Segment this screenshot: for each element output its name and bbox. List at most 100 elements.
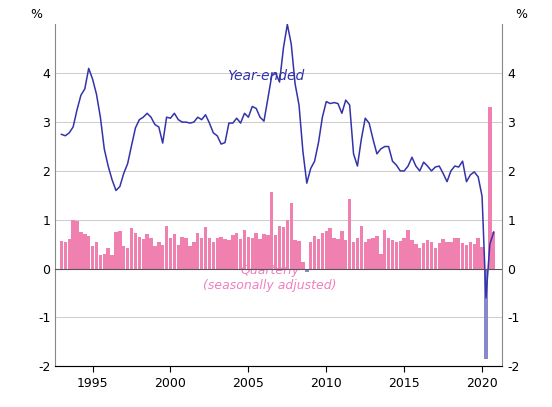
Bar xyxy=(254,234,258,269)
Bar xyxy=(340,230,343,269)
Bar xyxy=(449,242,453,269)
Bar xyxy=(215,238,219,269)
Bar xyxy=(368,239,371,269)
Bar xyxy=(469,242,472,269)
Bar xyxy=(325,231,328,269)
Bar xyxy=(270,192,273,269)
Bar xyxy=(247,237,250,269)
Bar xyxy=(476,239,480,269)
Bar xyxy=(352,242,355,269)
Bar xyxy=(262,234,266,269)
Bar xyxy=(243,230,246,269)
Bar xyxy=(118,230,121,269)
Bar xyxy=(157,242,161,269)
Text: %: % xyxy=(515,8,527,21)
Bar xyxy=(492,232,496,269)
Bar xyxy=(208,239,211,269)
Bar xyxy=(317,239,320,269)
Bar xyxy=(63,242,67,269)
Bar xyxy=(60,241,63,269)
Bar xyxy=(453,239,457,269)
Bar xyxy=(103,254,106,269)
Bar xyxy=(219,237,223,269)
Bar xyxy=(211,242,215,269)
Bar xyxy=(251,238,254,269)
Bar xyxy=(391,240,394,269)
Bar xyxy=(344,240,347,269)
Bar xyxy=(321,233,324,269)
Bar xyxy=(332,239,336,269)
Bar xyxy=(95,242,98,269)
Bar xyxy=(442,239,445,269)
Bar xyxy=(289,203,293,269)
Bar xyxy=(387,238,390,269)
Bar xyxy=(414,244,417,269)
Bar xyxy=(177,245,180,269)
Bar xyxy=(484,269,487,359)
Bar xyxy=(355,239,359,269)
Bar xyxy=(67,239,71,269)
Bar xyxy=(266,235,269,269)
Bar xyxy=(457,238,460,269)
Bar xyxy=(488,107,492,269)
Bar xyxy=(301,262,305,269)
Bar xyxy=(313,236,316,269)
Bar xyxy=(181,237,184,269)
Bar xyxy=(379,254,383,269)
Bar xyxy=(122,246,125,269)
Text: %: % xyxy=(30,8,43,21)
Bar xyxy=(224,239,227,269)
Bar xyxy=(294,240,297,269)
Bar xyxy=(204,227,207,269)
Bar xyxy=(107,247,110,269)
Bar xyxy=(239,239,242,269)
Bar xyxy=(278,226,282,269)
Bar xyxy=(188,246,192,269)
Bar xyxy=(200,238,203,269)
Bar xyxy=(126,248,129,269)
Bar xyxy=(426,240,429,269)
Bar xyxy=(75,221,79,269)
Bar xyxy=(422,243,426,269)
Bar xyxy=(274,235,277,269)
Bar xyxy=(141,239,145,269)
Bar xyxy=(114,232,118,269)
Text: Quarterly
(seasonally adjusted): Quarterly (seasonally adjusted) xyxy=(203,264,337,292)
Bar xyxy=(173,234,176,269)
Bar xyxy=(282,227,285,269)
Bar xyxy=(169,238,172,269)
Bar xyxy=(91,246,94,269)
Text: Year-ended: Year-ended xyxy=(227,69,304,83)
Bar xyxy=(285,220,289,269)
Bar xyxy=(410,240,413,269)
Bar xyxy=(406,230,410,269)
Bar xyxy=(429,242,433,269)
Bar xyxy=(375,236,379,269)
Bar xyxy=(402,239,406,269)
Bar xyxy=(328,228,332,269)
Bar xyxy=(99,256,102,269)
Bar xyxy=(83,234,87,269)
Bar xyxy=(192,242,195,269)
Bar xyxy=(480,247,484,269)
Bar xyxy=(461,243,464,269)
Bar xyxy=(445,242,449,269)
Bar xyxy=(161,245,164,269)
Bar xyxy=(465,245,468,269)
Bar xyxy=(383,230,386,269)
Bar xyxy=(359,226,363,269)
Bar xyxy=(153,246,157,269)
Bar xyxy=(137,237,141,269)
Bar xyxy=(473,244,476,269)
Bar xyxy=(231,235,235,269)
Bar xyxy=(348,199,352,269)
Bar xyxy=(235,234,238,269)
Bar xyxy=(79,232,83,269)
Bar xyxy=(87,236,91,269)
Bar xyxy=(165,226,168,269)
Bar xyxy=(418,248,422,269)
Bar xyxy=(309,242,312,269)
Bar xyxy=(196,233,199,269)
Bar xyxy=(149,238,153,269)
Bar xyxy=(71,220,75,269)
